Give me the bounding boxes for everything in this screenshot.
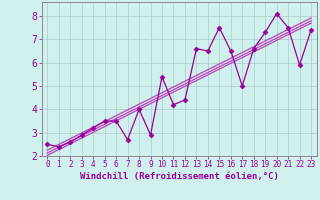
X-axis label: Windchill (Refroidissement éolien,°C): Windchill (Refroidissement éolien,°C)	[80, 172, 279, 181]
